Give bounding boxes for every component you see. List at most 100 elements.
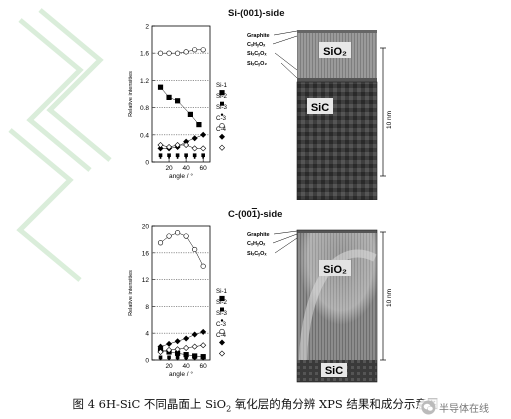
data-point bbox=[166, 340, 173, 347]
data-point bbox=[200, 47, 206, 53]
bottom-tem-image: Graphite CₓHᵧOₓ SiₓCᵧOₓ SiO₂ SiC 10 nm bbox=[247, 229, 393, 383]
data-point bbox=[191, 343, 198, 350]
data-point bbox=[174, 50, 181, 56]
data-point bbox=[202, 156, 205, 159]
x-axis-label: angle / ° bbox=[169, 370, 193, 378]
legend-label: C-3 bbox=[216, 321, 227, 328]
data-point bbox=[168, 358, 171, 361]
legend-marker bbox=[219, 295, 225, 302]
legend-label: C-4 bbox=[216, 332, 227, 339]
data-point bbox=[185, 358, 188, 361]
legend-label: C-3 bbox=[216, 115, 227, 122]
data-point bbox=[174, 346, 181, 353]
chart-frame bbox=[151, 25, 211, 163]
y-axis-label: Relative intensities bbox=[128, 71, 134, 117]
legend-marker bbox=[219, 90, 225, 96]
watermark-text: 半导体在线 bbox=[439, 403, 489, 415]
tem-top-label-1: Graphite bbox=[247, 33, 270, 39]
data-point bbox=[196, 122, 202, 128]
data-point bbox=[192, 246, 198, 253]
legend-marker bbox=[220, 307, 224, 312]
tem-top-oxide-label-box bbox=[319, 42, 351, 58]
tem-bottom-label-1: Graphite bbox=[247, 232, 270, 238]
figure-caption: 图 4 6H-SiC 不同晶面上 SiO2 氧化层的角分辨 XPS 结果和成分示… bbox=[72, 397, 439, 414]
data-point bbox=[192, 47, 198, 53]
data-point bbox=[202, 358, 205, 361]
data-point bbox=[183, 335, 190, 342]
top-chart: 0 0.4 0.8 1.2 1.6 2 20 40 60 angle / ° Relative in… bbox=[128, 24, 228, 181]
data-point bbox=[158, 355, 163, 360]
bottom-chart: 0 4 8 12 16 20 20 40 60 angle / ° Relative intensi… bbox=[128, 224, 228, 379]
y-tick-label: 1.2 bbox=[140, 78, 149, 85]
data-point bbox=[166, 346, 173, 353]
legend-label: Si-1 bbox=[216, 288, 228, 295]
data-point bbox=[183, 344, 190, 351]
data-point bbox=[174, 141, 181, 149]
legend-marker bbox=[220, 319, 224, 322]
series-line bbox=[160, 87, 200, 125]
x-tick-label: 40 bbox=[183, 165, 191, 172]
data-point bbox=[157, 145, 164, 152]
y-tick-label: 8 bbox=[145, 304, 149, 311]
y-tick-label: 12 bbox=[142, 277, 150, 284]
data-point bbox=[200, 263, 206, 269]
y-tick-label: 0.4 bbox=[140, 132, 149, 139]
data-point bbox=[193, 156, 196, 159]
data-point bbox=[166, 233, 172, 239]
data-point bbox=[200, 342, 207, 349]
data-point bbox=[200, 328, 207, 335]
legend-marker bbox=[219, 328, 225, 335]
x-tick-label: 40 bbox=[183, 363, 191, 370]
wechat-icon bbox=[421, 399, 436, 415]
data-point bbox=[193, 358, 196, 361]
tem-top-sic-label: SiC bbox=[311, 102, 329, 114]
bottom-panel-title: C-(001)-side bbox=[228, 209, 283, 220]
data-point bbox=[183, 138, 190, 145]
legend-marker bbox=[219, 339, 225, 346]
data-point bbox=[158, 153, 163, 157]
x-tick-label: 60 bbox=[200, 165, 208, 172]
data-point bbox=[191, 331, 198, 338]
legend-label: Si-3 bbox=[216, 104, 228, 111]
data-point bbox=[174, 98, 181, 104]
legend-marker bbox=[219, 133, 225, 140]
data-point bbox=[157, 84, 164, 90]
tem-bottom-oxide-label: SiO₂ bbox=[323, 264, 347, 276]
data-point bbox=[187, 111, 193, 117]
data-point bbox=[174, 350, 181, 356]
tem-bottom-label-2: CₓHᵧOₓ bbox=[247, 241, 266, 247]
data-point bbox=[191, 135, 198, 142]
y-tick-label: 1.6 bbox=[140, 51, 149, 58]
tem-top-sic-label-box bbox=[307, 98, 333, 114]
data-point bbox=[191, 145, 198, 152]
y-tick-label: 16 bbox=[142, 250, 150, 257]
data-point bbox=[184, 355, 188, 360]
data-point bbox=[192, 153, 197, 157]
legend-marker bbox=[218, 350, 226, 357]
y-tick-label: 2 bbox=[145, 24, 149, 31]
y-tick-label: 20 bbox=[142, 224, 150, 231]
data-point bbox=[200, 145, 207, 152]
tem-top-label-3: SiₓCᵧOₓ bbox=[247, 51, 267, 57]
y-tick-label: 4 bbox=[145, 331, 149, 338]
legend-marker bbox=[220, 101, 224, 106]
data-point bbox=[192, 355, 197, 360]
data-point bbox=[201, 153, 205, 157]
data-point bbox=[174, 338, 181, 345]
data-point bbox=[183, 141, 190, 149]
data-point bbox=[157, 348, 164, 355]
tem-top-scale-label: 10 nm bbox=[386, 111, 393, 129]
top-tem-image: Graphite CₓHᵧOₓ SiₓCᵧOₓ SiₓCᵧO₂ SiO₂ SiC… bbox=[247, 30, 393, 200]
data-point bbox=[167, 355, 171, 360]
data-point bbox=[200, 131, 207, 138]
data-point bbox=[175, 355, 180, 360]
data-point bbox=[175, 153, 180, 157]
y-axis-label: Relative intensities bbox=[128, 270, 134, 316]
data-point bbox=[159, 358, 162, 361]
legend-marker bbox=[219, 123, 225, 129]
legend-label: Si-2 bbox=[216, 93, 228, 100]
data-point bbox=[157, 50, 164, 56]
data-point bbox=[166, 50, 172, 56]
data-point bbox=[176, 156, 179, 159]
